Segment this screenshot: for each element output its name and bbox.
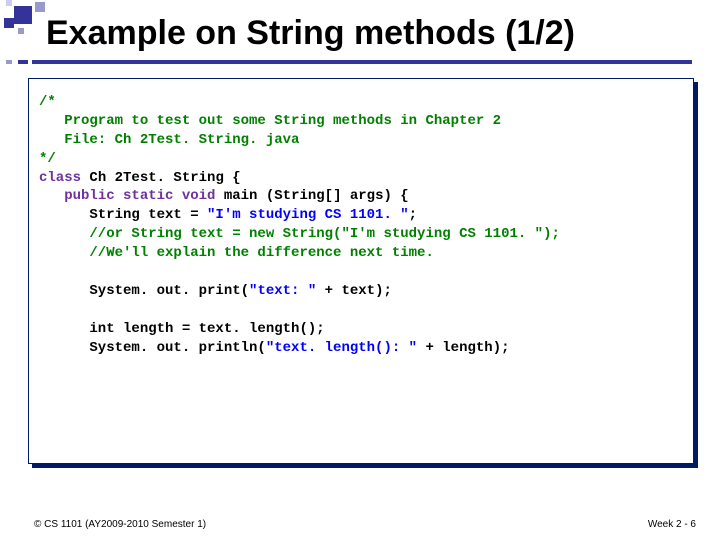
slide-title: Example on String methods (1/2) [46, 14, 575, 53]
code-text: ; [409, 207, 417, 223]
code-string: "I'm studying CS 1101. " [207, 207, 409, 223]
underline-accent [18, 60, 28, 64]
code-comment: /* [39, 94, 56, 110]
underline-accent [6, 60, 12, 64]
footer-left: © CS 1101 (AY2009-2010 Semester 1) [34, 519, 206, 530]
footer-right: Week 2 - 6 [648, 519, 696, 530]
code-string: "text. length(): " [266, 340, 417, 356]
code-text: System. out. println( [39, 340, 266, 356]
code-text: + text); [316, 283, 392, 299]
code-comment: //We'll explain the difference next time… [39, 245, 434, 261]
code-text: String text = [39, 207, 207, 223]
code-string: "text: " [249, 283, 316, 299]
code-comment: */ [39, 151, 56, 167]
code-text: Ch 2Test. String { [81, 170, 241, 186]
code-text: main (String[] args) { [215, 188, 408, 204]
code-text: System. out. print( [39, 283, 249, 299]
title-underline [32, 60, 692, 64]
code-text: int length = text. length(); [39, 321, 325, 337]
code-comment: //or String text = new String("I'm study… [39, 226, 560, 242]
code-keyword: public static void [64, 188, 215, 204]
code-block: /* Program to test out some String metho… [39, 93, 683, 357]
code-text: + length); [417, 340, 509, 356]
code-box: /* Program to test out some String metho… [28, 78, 694, 464]
code-comment: Program to test out some String methods … [39, 113, 501, 129]
code-keyword: class [39, 170, 81, 186]
code-comment: File: Ch 2Test. String. java [39, 132, 299, 148]
